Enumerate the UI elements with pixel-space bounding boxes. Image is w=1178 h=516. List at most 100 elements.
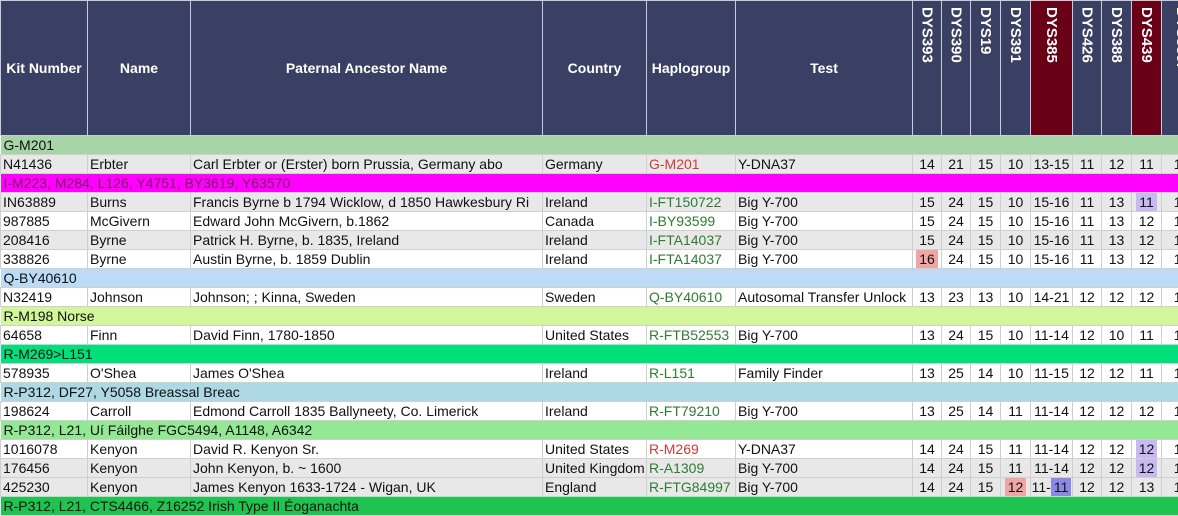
name-cell[interactable]: Burns bbox=[88, 193, 191, 212]
marker-cell-dys388[interactable]: 13 bbox=[1102, 212, 1132, 231]
marker-cell-dys19[interactable]: 15 bbox=[971, 250, 1001, 269]
country-cell[interactable]: Ireland bbox=[543, 364, 647, 383]
kit-cell[interactable]: IN63889 bbox=[1, 193, 88, 212]
marker-cell-dys19[interactable]: 15 bbox=[971, 440, 1001, 459]
marker-cell-dys426[interactable]: 12 bbox=[1073, 459, 1102, 478]
name-cell[interactable]: McGivern bbox=[88, 212, 191, 231]
country-cell[interactable]: Ireland bbox=[543, 231, 647, 250]
ancestor-cell[interactable]: David R. Kenyon Sr. bbox=[191, 440, 543, 459]
header-dys388[interactable]: DYS388 bbox=[1102, 1, 1132, 136]
haplogroup-cell[interactable]: I-FTA14037 bbox=[647, 250, 736, 269]
marker-cell-dys389i[interactable]: 13 bbox=[1162, 250, 1178, 269]
marker-cell-dys385[interactable]: 11-14 bbox=[1031, 440, 1073, 459]
ancestor-cell[interactable]: Patrick H. Byrne, b. 1835, Ireland bbox=[191, 231, 543, 250]
kit-cell[interactable]: N41436 bbox=[1, 155, 88, 174]
country-cell[interactable]: Sweden bbox=[543, 288, 647, 307]
marker-cell-dys389i[interactable]: 12 bbox=[1162, 155, 1178, 174]
marker-cell-dys388[interactable]: 13 bbox=[1102, 250, 1132, 269]
marker-cell-dys385[interactable]: 15-16 bbox=[1031, 250, 1073, 269]
haplogroup-cell[interactable]: I-FTA14037 bbox=[647, 231, 736, 250]
group-header-row[interactable]: G-M201 bbox=[1, 136, 1178, 155]
header-dys390[interactable]: DYS390 bbox=[942, 1, 971, 136]
haplogroup-cell[interactable]: R-M269 bbox=[647, 440, 736, 459]
marker-cell-dys393[interactable]: 15 bbox=[913, 212, 942, 231]
marker-cell-dys390[interactable]: 24 bbox=[942, 326, 971, 345]
marker-cell-dys388[interactable]: 12 bbox=[1102, 440, 1132, 459]
marker-cell-dys393[interactable]: 15 bbox=[913, 193, 942, 212]
haplogroup-cell[interactable]: I-FT150722 bbox=[647, 193, 736, 212]
marker-cell-dys391[interactable]: 11 bbox=[1001, 440, 1031, 459]
marker-cell-dys19[interactable]: 15 bbox=[971, 155, 1001, 174]
group-header-row[interactable]: R-M269>L151 bbox=[1, 345, 1178, 364]
marker-cell-dys391[interactable]: 10 bbox=[1001, 250, 1031, 269]
marker-cell-dys439[interactable]: 11 bbox=[1132, 155, 1162, 174]
haplogroup-cell[interactable]: R-FT79210 bbox=[647, 402, 736, 421]
country-cell[interactable]: Ireland bbox=[543, 402, 647, 421]
marker-cell-dys393[interactable]: 13 bbox=[913, 402, 942, 421]
marker-cell-dys388[interactable]: 12 bbox=[1102, 155, 1132, 174]
marker-cell-dys385[interactable]: 15-16 bbox=[1031, 193, 1073, 212]
test-cell[interactable]: Y-DNA37 bbox=[736, 155, 913, 174]
country-cell[interactable]: United States bbox=[543, 440, 647, 459]
marker-cell-dys385[interactable]: 11-14 bbox=[1031, 326, 1073, 345]
marker-cell-dys385[interactable]: 11-14 bbox=[1031, 459, 1073, 478]
header-kit-number[interactable]: Kit Number bbox=[1, 1, 88, 136]
marker-cell-dys390[interactable]: 24 bbox=[942, 212, 971, 231]
marker-cell-dys393[interactable]: 14 bbox=[913, 478, 942, 497]
marker-cell-dys388[interactable]: 12 bbox=[1102, 478, 1132, 497]
header-paternal-ancestor[interactable]: Paternal Ancestor Name bbox=[191, 1, 543, 136]
marker-cell-dys391[interactable]: 10 bbox=[1001, 231, 1031, 250]
marker-cell-dys390[interactable]: 24 bbox=[942, 459, 971, 478]
ancestor-cell[interactable]: Carl Erbter or (Erster) born Prussia, Ge… bbox=[191, 155, 543, 174]
marker-cell-dys393[interactable]: 14 bbox=[913, 440, 942, 459]
country-cell[interactable]: United Kingdom bbox=[543, 459, 647, 478]
marker-cell-dys390[interactable]: 25 bbox=[942, 402, 971, 421]
marker-cell-dys439[interactable]: 12 bbox=[1132, 288, 1162, 307]
header-test[interactable]: Test bbox=[736, 1, 913, 136]
marker-cell-dys389i[interactable]: 12 bbox=[1162, 288, 1178, 307]
marker-cell-dys19[interactable]: 15 bbox=[971, 193, 1001, 212]
kit-cell[interactable]: N32419 bbox=[1, 288, 88, 307]
marker-cell-dys385[interactable]: 14-21 bbox=[1031, 288, 1073, 307]
marker-cell-dys426[interactable]: 12 bbox=[1073, 364, 1102, 383]
marker-cell-dys391[interactable]: 10 bbox=[1001, 364, 1031, 383]
marker-cell-dys19[interactable]: 13 bbox=[971, 288, 1001, 307]
marker-cell-dys390[interactable]: 24 bbox=[942, 250, 971, 269]
name-cell[interactable]: O'Shea bbox=[88, 364, 191, 383]
marker-cell-dys393[interactable]: 16 bbox=[913, 250, 942, 269]
test-cell[interactable]: Big Y-700 bbox=[736, 402, 913, 421]
ancestor-cell[interactable]: Edward John McGivern, b.1862 bbox=[191, 212, 543, 231]
name-cell[interactable]: Byrne bbox=[88, 231, 191, 250]
kit-cell[interactable]: 987885 bbox=[1, 212, 88, 231]
marker-cell-dys385[interactable]: 15-16 bbox=[1031, 231, 1073, 250]
name-cell[interactable]: Finn bbox=[88, 326, 191, 345]
test-cell[interactable]: Big Y-700 bbox=[736, 326, 913, 345]
marker-cell-dys19[interactable]: 14 bbox=[971, 364, 1001, 383]
marker-cell-dys426[interactable]: 11 bbox=[1073, 212, 1102, 231]
marker-cell-dys439[interactable]: 13 bbox=[1132, 478, 1162, 497]
marker-cell-dys426[interactable]: 11 bbox=[1073, 231, 1102, 250]
haplogroup-cell[interactable]: R-L151 bbox=[647, 364, 736, 383]
marker-cell-dys391[interactable]: 12 bbox=[1001, 478, 1031, 497]
test-cell[interactable]: Big Y-700 bbox=[736, 478, 913, 497]
test-cell[interactable]: Big Y-700 bbox=[736, 459, 913, 478]
ancestor-cell[interactable]: James O'Shea bbox=[191, 364, 543, 383]
haplogroup-cell[interactable]: R-A1309 bbox=[647, 459, 736, 478]
marker-cell-dys388[interactable]: 12 bbox=[1102, 288, 1132, 307]
ancestor-cell[interactable]: Francis Byrne b 1794 Wicklow, d 1850 Haw… bbox=[191, 193, 543, 212]
marker-cell-dys426[interactable]: 12 bbox=[1073, 326, 1102, 345]
marker-cell-dys390[interactable]: 24 bbox=[942, 193, 971, 212]
marker-cell-dys389i[interactable]: 14 bbox=[1162, 440, 1178, 459]
name-cell[interactable]: Erbter bbox=[88, 155, 191, 174]
group-header-row[interactable]: Q-BY40610 bbox=[1, 269, 1178, 288]
header-haplogroup[interactable]: Haplogroup bbox=[647, 1, 736, 136]
marker-cell-dys391[interactable]: 10 bbox=[1001, 193, 1031, 212]
kit-cell[interactable]: 338826 bbox=[1, 250, 88, 269]
marker-cell-dys390[interactable]: 24 bbox=[942, 478, 971, 497]
marker-cell-dys426[interactable]: 11 bbox=[1073, 250, 1102, 269]
marker-cell-dys393[interactable]: 15 bbox=[913, 231, 942, 250]
header-dys391[interactable]: DYS391 bbox=[1001, 1, 1031, 136]
marker-cell-dys439[interactable]: 12 bbox=[1132, 231, 1162, 250]
